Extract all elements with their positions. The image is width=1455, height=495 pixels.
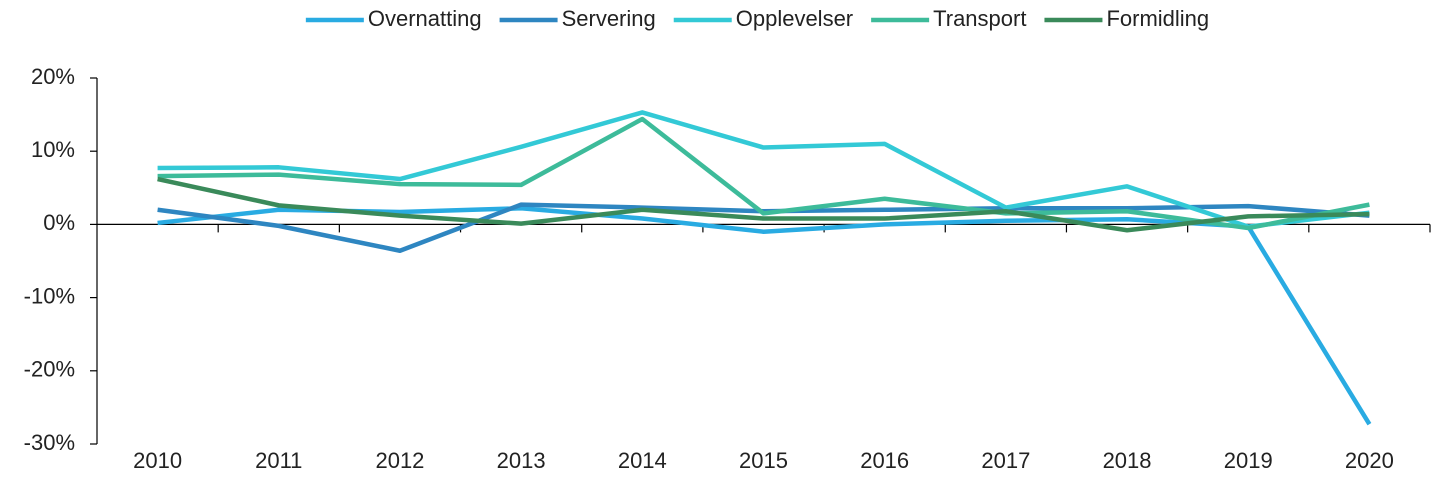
x-tick-label: 2016 xyxy=(860,448,909,473)
x-tick-label: 2012 xyxy=(375,448,424,473)
series-line xyxy=(157,176,1370,233)
series-line xyxy=(157,110,1370,229)
x-tick-label: 2020 xyxy=(1345,448,1394,473)
y-tick-label: 0% xyxy=(43,210,75,235)
series-line xyxy=(157,116,1370,231)
x-tick-label: 2017 xyxy=(981,448,1030,473)
legend-label: Transport xyxy=(933,6,1026,31)
x-tick-label: 2013 xyxy=(497,448,546,473)
x-tick-label: 2011 xyxy=(255,448,302,473)
legend-label: Servering xyxy=(562,6,656,31)
legend-label: Formidling xyxy=(1106,6,1209,31)
y-tick-label: -30% xyxy=(24,430,75,455)
series-line xyxy=(157,206,1372,426)
y-tick-label: -20% xyxy=(24,357,75,382)
x-tick-label: 2019 xyxy=(1224,448,1273,473)
x-tick-label: 2010 xyxy=(133,448,182,473)
y-tick-label: 10% xyxy=(31,137,75,162)
legend-label: Opplevelser xyxy=(736,6,853,31)
y-tick-label: 20% xyxy=(31,64,75,89)
x-tick-label: 2014 xyxy=(618,448,667,473)
x-tick-label: 2015 xyxy=(739,448,788,473)
legend-label: Overnatting xyxy=(368,6,482,31)
x-tick-label: 2018 xyxy=(1103,448,1152,473)
y-tick-label: -10% xyxy=(24,283,75,308)
